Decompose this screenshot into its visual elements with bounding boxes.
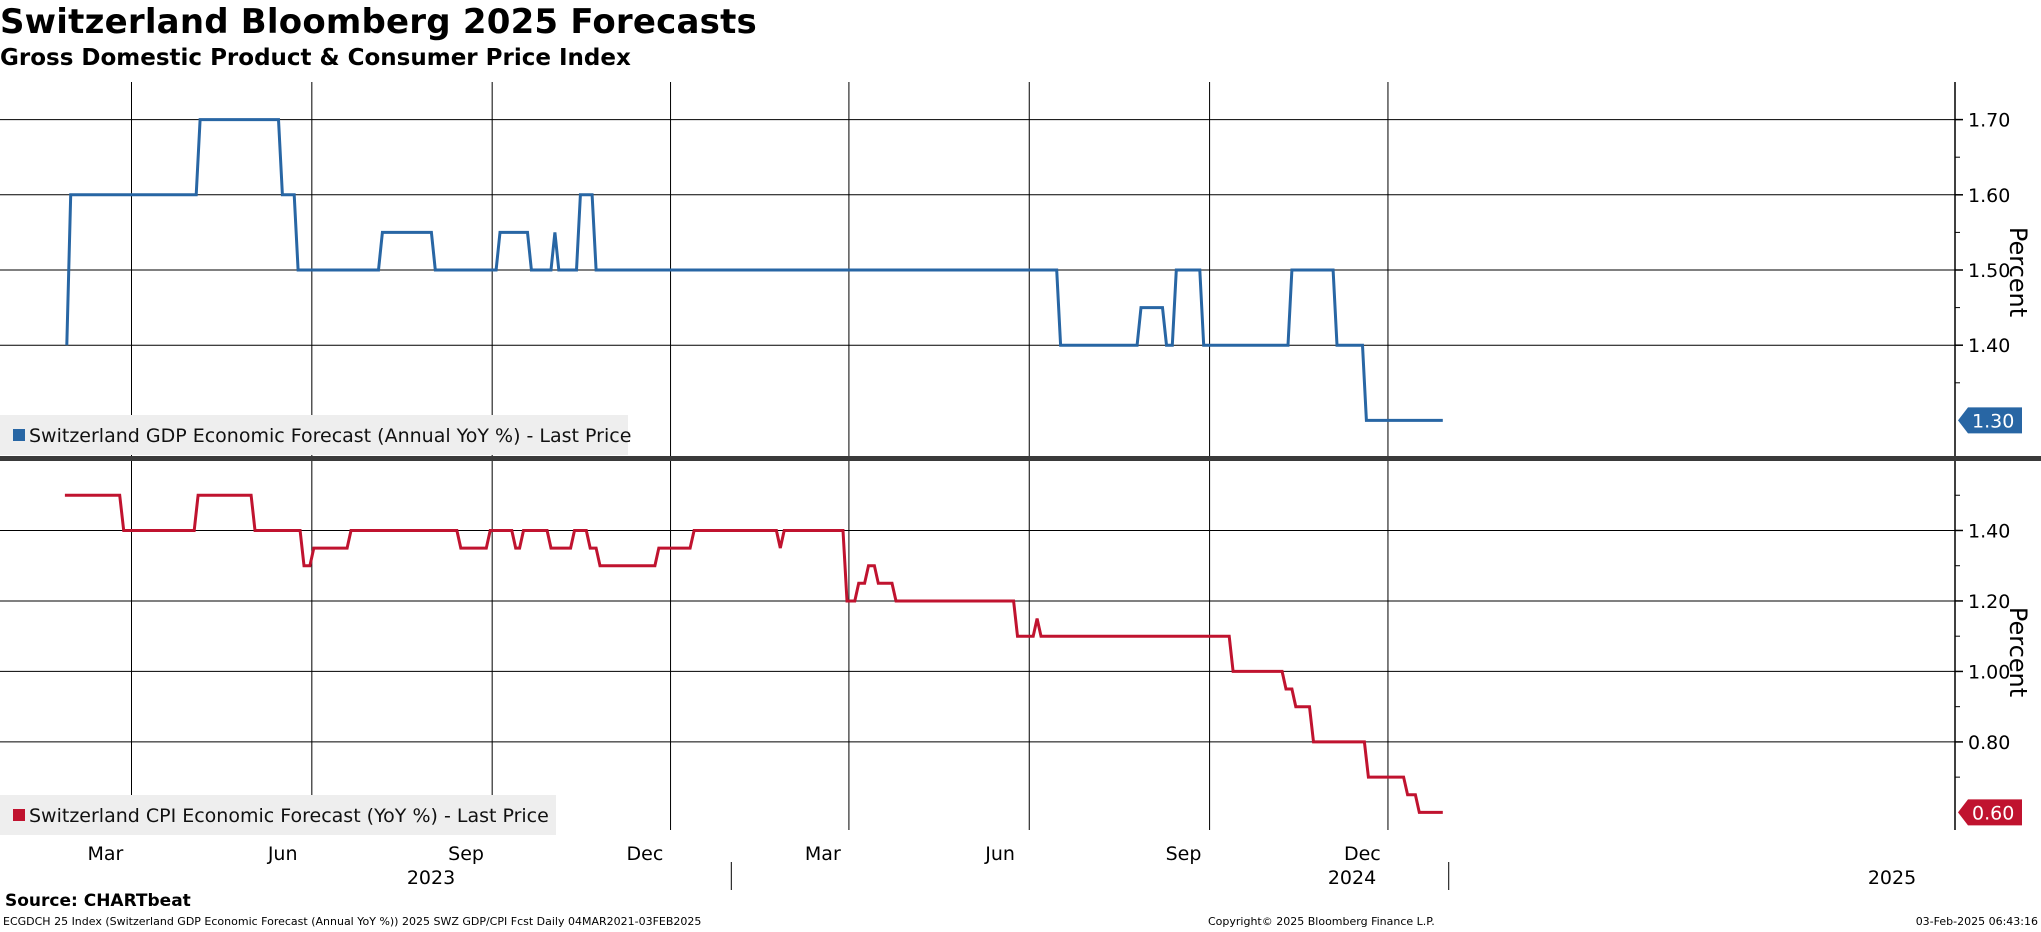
x-tick-label: Dec (627, 843, 664, 865)
y-tick-label: 1.00 (1968, 661, 2010, 683)
cpi-legend-label: Switzerland CPI Economic Forecast (YoY %… (29, 805, 549, 827)
y-tick-label: 1.70 (1968, 110, 2010, 132)
y-tick-label: 1.60 (1968, 185, 2010, 207)
x-tick-label: Sep (448, 843, 484, 865)
cpi-last-value-label: 0.60 (1972, 802, 2014, 824)
x-year-label: 2024 (1328, 867, 1376, 889)
x-tick-label: Mar (88, 843, 124, 865)
panel-separator (0, 456, 2041, 461)
x-tick-label: Sep (1166, 843, 1202, 865)
gdp-last-value-label: 1.30 (1972, 410, 2014, 432)
chart-subtitle: Gross Domestic Product & Consumer Price … (0, 45, 631, 71)
cpi-panel: 1.40 1.20 1.00 0.80 Percent 0.60 Switzerland C… (0, 460, 2032, 835)
y-axis-title: Percent (2004, 607, 2032, 697)
x-tick-label: Mar (805, 843, 841, 865)
gdp-panel: 1.70 1.60 1.50 1.40 Percent 1.30 Switzerland G… (0, 82, 2032, 458)
y-axis-title: Percent (2004, 227, 2032, 317)
y-tick-label: 1.40 (1968, 335, 2010, 357)
footer-description: ECGDCH 25 Index (Switzerland GDP Economi… (3, 915, 702, 928)
footer-timestamp: 03-Feb-2025 06:43:16 (1915, 915, 2038, 928)
chart-title: Switzerland Bloomberg 2025 Forecasts (0, 2, 757, 42)
x-tick-label: Dec (1344, 843, 1381, 865)
footer-copyright: Copyright© 2025 Bloomberg Finance L.P. (1208, 915, 1435, 928)
gdp-legend (0, 415, 628, 455)
cpi-legend-swatch (13, 809, 25, 821)
gdp-legend-swatch (13, 429, 25, 441)
gdp-series-line (65, 118, 1443, 422)
source-label: Source: CHARTbeat (5, 891, 191, 911)
y-tick-label: 1.50 (1968, 260, 2010, 282)
gdp-legend-label: Switzerland GDP Economic Forecast (Annua… (29, 425, 631, 447)
gdp-last-value-badge (1958, 407, 2022, 434)
y-tick-label: 1.20 (1968, 591, 2010, 613)
y-tick-label: 0.80 (1968, 732, 2010, 754)
x-year-label: 2025 (1868, 867, 1916, 889)
y-tick-label: 1.40 (1968, 520, 2010, 542)
x-tick-label: Jun (267, 843, 298, 865)
cpi-last-value-badge (1958, 799, 2022, 826)
x-year-label: 2023 (407, 867, 455, 889)
cpi-series-line (64, 493, 1443, 814)
cpi-legend (0, 795, 556, 835)
x-tick-label: Jun (984, 843, 1015, 865)
